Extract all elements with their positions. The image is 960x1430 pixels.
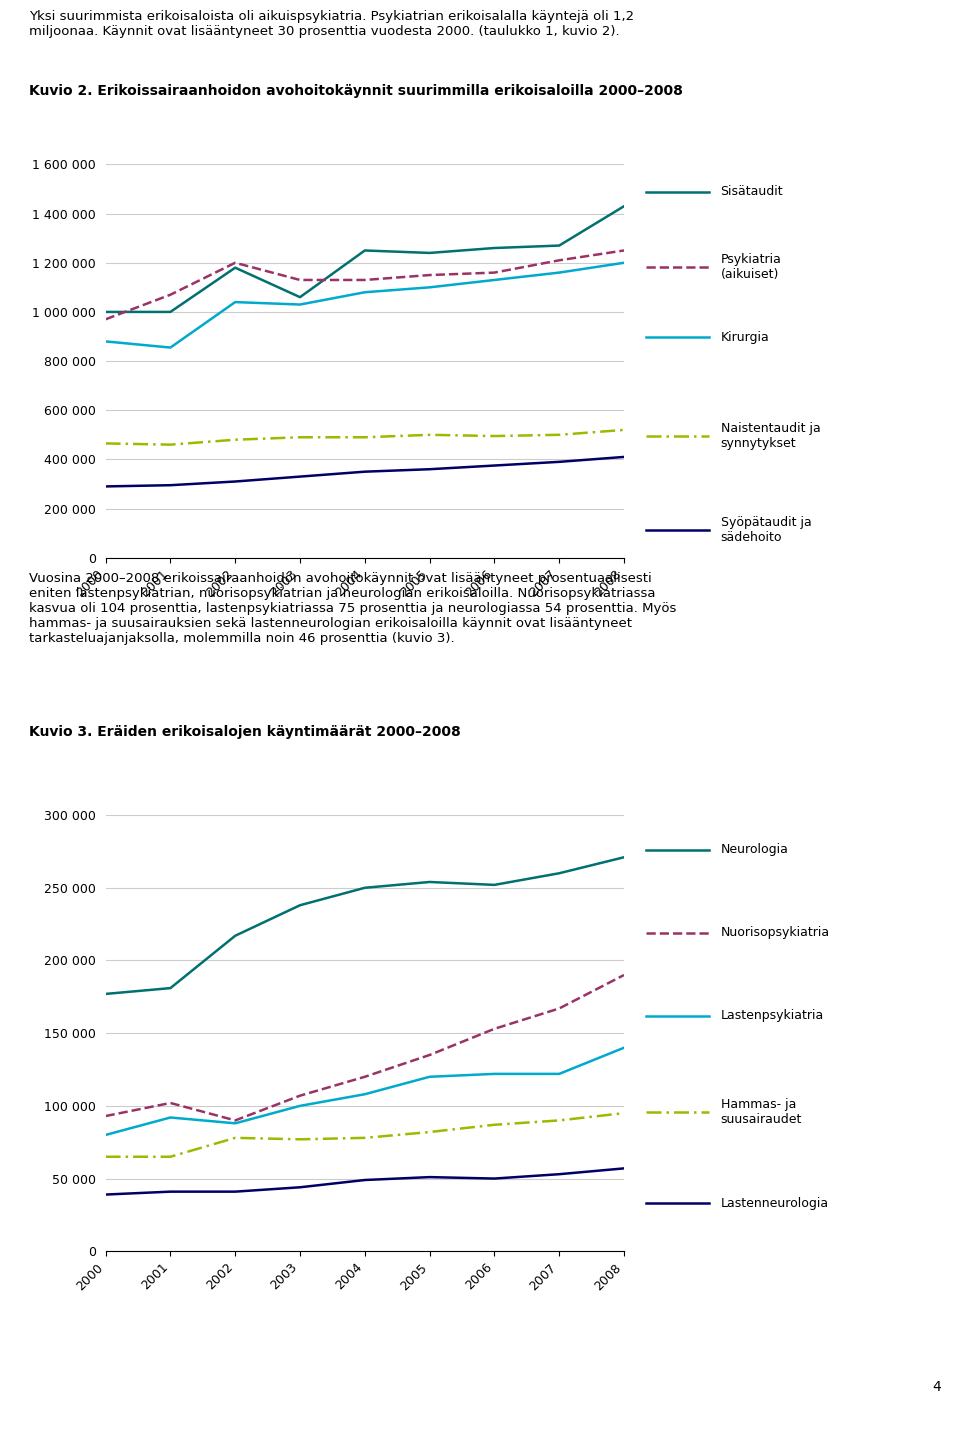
Text: Nuorisopsykiatria: Nuorisopsykiatria <box>721 927 829 940</box>
Text: Vuosina 2000–2008 erikoissairaanhoidon avohoitokäynnit ovat lisääntyneet prosent: Vuosina 2000–2008 erikoissairaanhoidon a… <box>29 572 676 645</box>
Text: Lastenneurologia: Lastenneurologia <box>721 1197 828 1210</box>
Text: Naistentaudit ja
synnytykset: Naistentaudit ja synnytykset <box>721 422 821 450</box>
Text: Sisätaudit: Sisätaudit <box>721 186 783 199</box>
Text: Syöpätaudit ja
sädehoito: Syöpätaudit ja sädehoito <box>721 516 811 545</box>
Text: Psykiatria
(aikuiset): Psykiatria (aikuiset) <box>721 253 781 280</box>
Text: Neurologia: Neurologia <box>721 844 788 857</box>
Text: Lastenpsykiatria: Lastenpsykiatria <box>721 1010 824 1022</box>
Text: Yksi suurimmista erikoisaloista oli aikuispsykiatria. Psykiatrian erikoisalalla : Yksi suurimmista erikoisaloista oli aiku… <box>29 10 634 39</box>
Text: Kirurgia: Kirurgia <box>721 330 769 345</box>
Text: Kuvio 2. Erikoissairaanhoidon avohoitokäynnit suurimmilla erikoisaloilla 2000–20: Kuvio 2. Erikoissairaanhoidon avohoitokä… <box>29 84 683 99</box>
Text: Kuvio 3. Eräiden erikoisalojen käyntimäärät 2000–2008: Kuvio 3. Eräiden erikoisalojen käyntimää… <box>29 725 461 739</box>
Text: 4: 4 <box>932 1380 941 1394</box>
Text: Hammas- ja
suusairaudet: Hammas- ja suusairaudet <box>721 1098 802 1125</box>
